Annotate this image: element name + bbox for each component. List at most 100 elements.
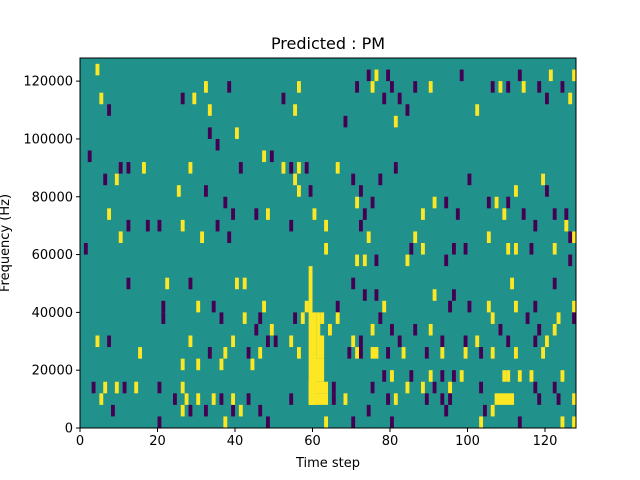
heatmap-cell bbox=[440, 370, 445, 382]
heatmap-cell bbox=[479, 416, 484, 428]
heatmap-cell bbox=[231, 404, 236, 417]
heatmap-cell bbox=[370, 196, 375, 209]
heatmap-cell bbox=[370, 81, 375, 93]
heatmap-cell bbox=[211, 393, 216, 405]
heatmap-cell bbox=[386, 393, 391, 405]
heatmap-cell bbox=[258, 404, 263, 417]
heatmap-cell bbox=[238, 162, 243, 174]
x-tick-label: 0 bbox=[76, 434, 84, 449]
heatmap-cell bbox=[393, 115, 398, 128]
heatmap-cell bbox=[343, 115, 348, 128]
heatmap-band bbox=[494, 393, 515, 405]
heatmap-cell bbox=[486, 196, 491, 209]
x-tick-label: 120 bbox=[533, 434, 558, 449]
heatmap-cell bbox=[409, 370, 414, 382]
heatmap-cell bbox=[359, 335, 363, 348]
heatmap-cell bbox=[351, 173, 356, 186]
heatmap-cell bbox=[510, 277, 515, 290]
heatmap-cell bbox=[103, 173, 108, 186]
y-axis-label: Frequency (Hz) bbox=[0, 194, 13, 292]
heatmap-cell bbox=[494, 196, 499, 209]
heatmap-cell bbox=[401, 347, 406, 359]
y-tick-label: 120000 bbox=[23, 75, 73, 90]
heatmap-cell bbox=[266, 335, 270, 348]
heatmap-cell bbox=[448, 393, 453, 405]
heatmap-cell bbox=[498, 81, 503, 93]
heatmap-cell bbox=[204, 185, 208, 197]
heatmap-cell bbox=[572, 69, 577, 82]
heatmap-cell bbox=[560, 370, 565, 382]
heatmap-cell bbox=[355, 347, 360, 359]
heatmap-cell bbox=[246, 347, 251, 359]
heatmap-cell bbox=[328, 323, 332, 336]
heatmap-cell bbox=[370, 381, 375, 394]
heatmap-cell bbox=[99, 92, 104, 105]
heatmap-cell bbox=[250, 358, 255, 371]
heatmap-cell bbox=[122, 381, 127, 394]
heatmap-cell bbox=[312, 208, 317, 220]
heatmap-cell bbox=[331, 393, 336, 405]
heatmap-cell bbox=[529, 243, 534, 255]
heatmap-cell bbox=[370, 347, 375, 359]
heatmap-cell bbox=[405, 254, 410, 267]
heatmap-cell bbox=[533, 219, 538, 232]
heatmap-cell bbox=[111, 404, 115, 417]
heatmap-cell bbox=[219, 312, 224, 324]
heatmap-cell bbox=[428, 81, 433, 93]
heatmap-cell bbox=[304, 300, 309, 313]
y-tick-label: 60000 bbox=[32, 248, 73, 263]
heatmap-cell bbox=[552, 323, 557, 336]
heatmap-cell bbox=[184, 393, 189, 405]
heatmap-cell bbox=[506, 370, 511, 382]
heatmap-cell bbox=[560, 81, 565, 93]
heatmap-cell bbox=[103, 381, 108, 394]
heatmap-cell bbox=[289, 335, 294, 348]
heatmap-cell bbox=[424, 347, 429, 359]
heatmap-cell bbox=[161, 312, 166, 324]
y-tick-label: 80000 bbox=[32, 190, 73, 205]
heatmap-cell bbox=[463, 243, 468, 255]
heatmap-cell bbox=[498, 323, 503, 336]
heatmap-cell bbox=[254, 208, 259, 220]
heatmap-cell bbox=[335, 312, 340, 324]
heatmap-cell bbox=[537, 393, 542, 405]
heatmap-cell bbox=[145, 219, 150, 232]
heatmap-cell bbox=[390, 81, 394, 93]
heatmap-cell bbox=[118, 231, 123, 243]
heatmap-cell bbox=[463, 335, 468, 348]
heatmap-cell bbox=[490, 81, 495, 93]
heatmap-cell bbox=[374, 289, 379, 301]
heatmap-cell bbox=[308, 185, 313, 197]
heatmap-cell bbox=[281, 162, 286, 174]
heatmap-cell bbox=[262, 150, 267, 163]
heatmap-cell bbox=[455, 208, 460, 220]
heatmap-cell bbox=[552, 381, 557, 394]
heatmap-cell bbox=[533, 300, 538, 313]
heatmap-cell bbox=[114, 381, 119, 394]
heatmap-cell bbox=[114, 173, 119, 186]
heatmap-cell bbox=[196, 300, 201, 313]
heatmap-band bbox=[308, 266, 313, 405]
x-tick-label: 80 bbox=[382, 434, 399, 449]
heatmap-cell bbox=[355, 81, 360, 93]
heatmap-cell bbox=[378, 173, 383, 186]
heatmap-cell bbox=[335, 300, 340, 313]
heatmap-cell bbox=[196, 393, 201, 405]
heatmap-cell bbox=[87, 150, 92, 163]
heatmap-cell bbox=[552, 277, 557, 290]
plot-frame bbox=[79, 57, 577, 429]
heatmap-cell bbox=[397, 335, 402, 348]
heatmap-cell bbox=[83, 243, 88, 255]
heatmap-cell bbox=[514, 185, 518, 197]
heatmap-cell bbox=[572, 416, 577, 428]
heatmap-band bbox=[312, 358, 325, 382]
heatmap-cell bbox=[351, 277, 356, 290]
heatmap-cell bbox=[382, 370, 387, 382]
heatmap-cell bbox=[258, 312, 263, 324]
heatmap-cell bbox=[359, 185, 363, 197]
heatmap-cell bbox=[351, 335, 356, 348]
heatmap-cell bbox=[231, 393, 236, 405]
heatmap-cell bbox=[324, 219, 329, 232]
heatmap-cell bbox=[297, 81, 301, 93]
heatmap-cell bbox=[297, 185, 301, 197]
